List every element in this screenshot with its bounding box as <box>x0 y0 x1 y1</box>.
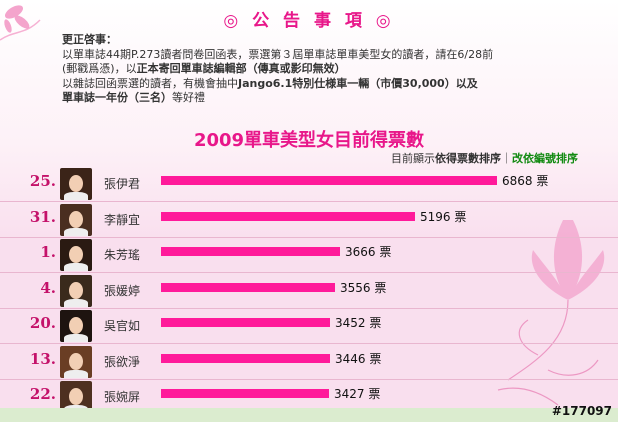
contestant-photo[interactable] <box>60 168 92 200</box>
contestant-photo[interactable] <box>60 381 92 413</box>
vote-count: 6868 票 <box>502 174 549 188</box>
vote-count: 5196 票 <box>420 209 467 224</box>
watermark: #177097 <box>551 404 612 418</box>
vote-count: 3556 票 <box>340 280 387 295</box>
contestant-name: 朱芳瑤 <box>104 248 141 262</box>
sort-options: 目前顯示依得票數排序｜改依編號排序 <box>391 150 578 166</box>
vote-row: 25. 張伊君 6868 票 <box>0 168 618 202</box>
vote-bar <box>161 247 340 256</box>
sort-prefix: 目前顯示 <box>391 152 435 165</box>
vote-row: 4. 張媛婷 3556 票 <box>0 274 618 309</box>
row-divider <box>0 272 618 273</box>
contestant-name: 張婉屏 <box>104 390 141 404</box>
chart-title: 2009單車美型女目前得票數 <box>193 130 425 151</box>
vote-row: 1. 朱芳瑤 3666 票 <box>0 239 618 273</box>
notice-title: ◎ 公 告 事 項 ◎ <box>223 11 395 31</box>
contestant-photo[interactable] <box>60 345 92 378</box>
vote-count: 3666 票 <box>345 245 392 259</box>
notice-text: 更正啓事： 以單車誌44期P.273讀者問卷回函表，票選第３屆單車誌單車美型女的… <box>62 33 582 106</box>
row-divider <box>0 307 618 309</box>
entry-number: 1. <box>40 243 56 261</box>
entry-number: 4. <box>40 278 56 297</box>
vote-count: 3427 票 <box>334 387 381 401</box>
contestant-photo[interactable] <box>60 310 92 342</box>
contestant-name: 張伊君 <box>104 177 141 191</box>
entry-number: 22. <box>29 385 56 403</box>
notice-line-4: 單車誌一年份（三名）等好禮 <box>62 91 205 104</box>
row-divider <box>0 343 618 344</box>
contestant-photo[interactable] <box>60 274 92 307</box>
vote-bar <box>161 389 329 398</box>
flower-decoration-icon <box>0 5 41 41</box>
contestant-photo[interactable] <box>60 239 92 271</box>
sort-by-votes: 依得票數排序 <box>435 152 501 165</box>
vote-count: 3446 票 <box>335 351 382 366</box>
vote-row: 13. 張欲淨 3446 票 <box>0 345 618 380</box>
sort-separator: ｜ <box>501 152 512 165</box>
row-divider <box>0 201 618 202</box>
vote-row: 20. 吳官如 3452 票 <box>0 310 618 344</box>
entry-number: 25. <box>29 172 56 190</box>
lily-decoration-icon <box>497 220 605 406</box>
row-divider <box>0 378 618 380</box>
notice-heading: 更正啓事： <box>62 33 117 46</box>
bottom-strip <box>0 408 618 422</box>
entry-number: 13. <box>29 349 56 368</box>
notice-line-1: 以單車誌44期P.273讀者問卷回函表，票選第３屆單車誌單車美型女的讀者，請在6… <box>62 47 494 61</box>
vote-bar <box>161 176 497 185</box>
page-background <box>0 0 618 240</box>
contestant-photo[interactable] <box>60 203 92 236</box>
contestant-name: 吳官如 <box>104 319 141 333</box>
contestant-name: 張媛婷 <box>104 283 141 298</box>
contestant-name: 張欲淨 <box>104 354 141 369</box>
row-divider <box>0 236 618 238</box>
vote-bar <box>161 318 330 327</box>
entry-number: 20. <box>29 314 56 332</box>
vote-bar <box>161 211 415 221</box>
vote-count: 3452 票 <box>335 316 382 330</box>
notice-line-3: 以雜誌回函票選的讀者，有機會抽中Jango6.1特別仕様車一輛（市價30,000… <box>62 76 478 90</box>
vote-row: 22. 張婉屏 3427 票 <box>0 381 618 415</box>
contestant-name: 李靜宜 <box>104 212 141 227</box>
sort-by-number-link[interactable]: 改依編號排序 <box>512 152 578 165</box>
notice-line-2: (郵戳爲憑)，以正本寄回單車誌編輯部（傳真或影印無效） <box>62 62 346 75</box>
vote-bar <box>161 282 335 292</box>
vote-bar <box>161 353 330 363</box>
entry-number: 31. <box>29 207 56 226</box>
vote-row: 31. 李靜宜 5196 票 <box>0 203 618 238</box>
